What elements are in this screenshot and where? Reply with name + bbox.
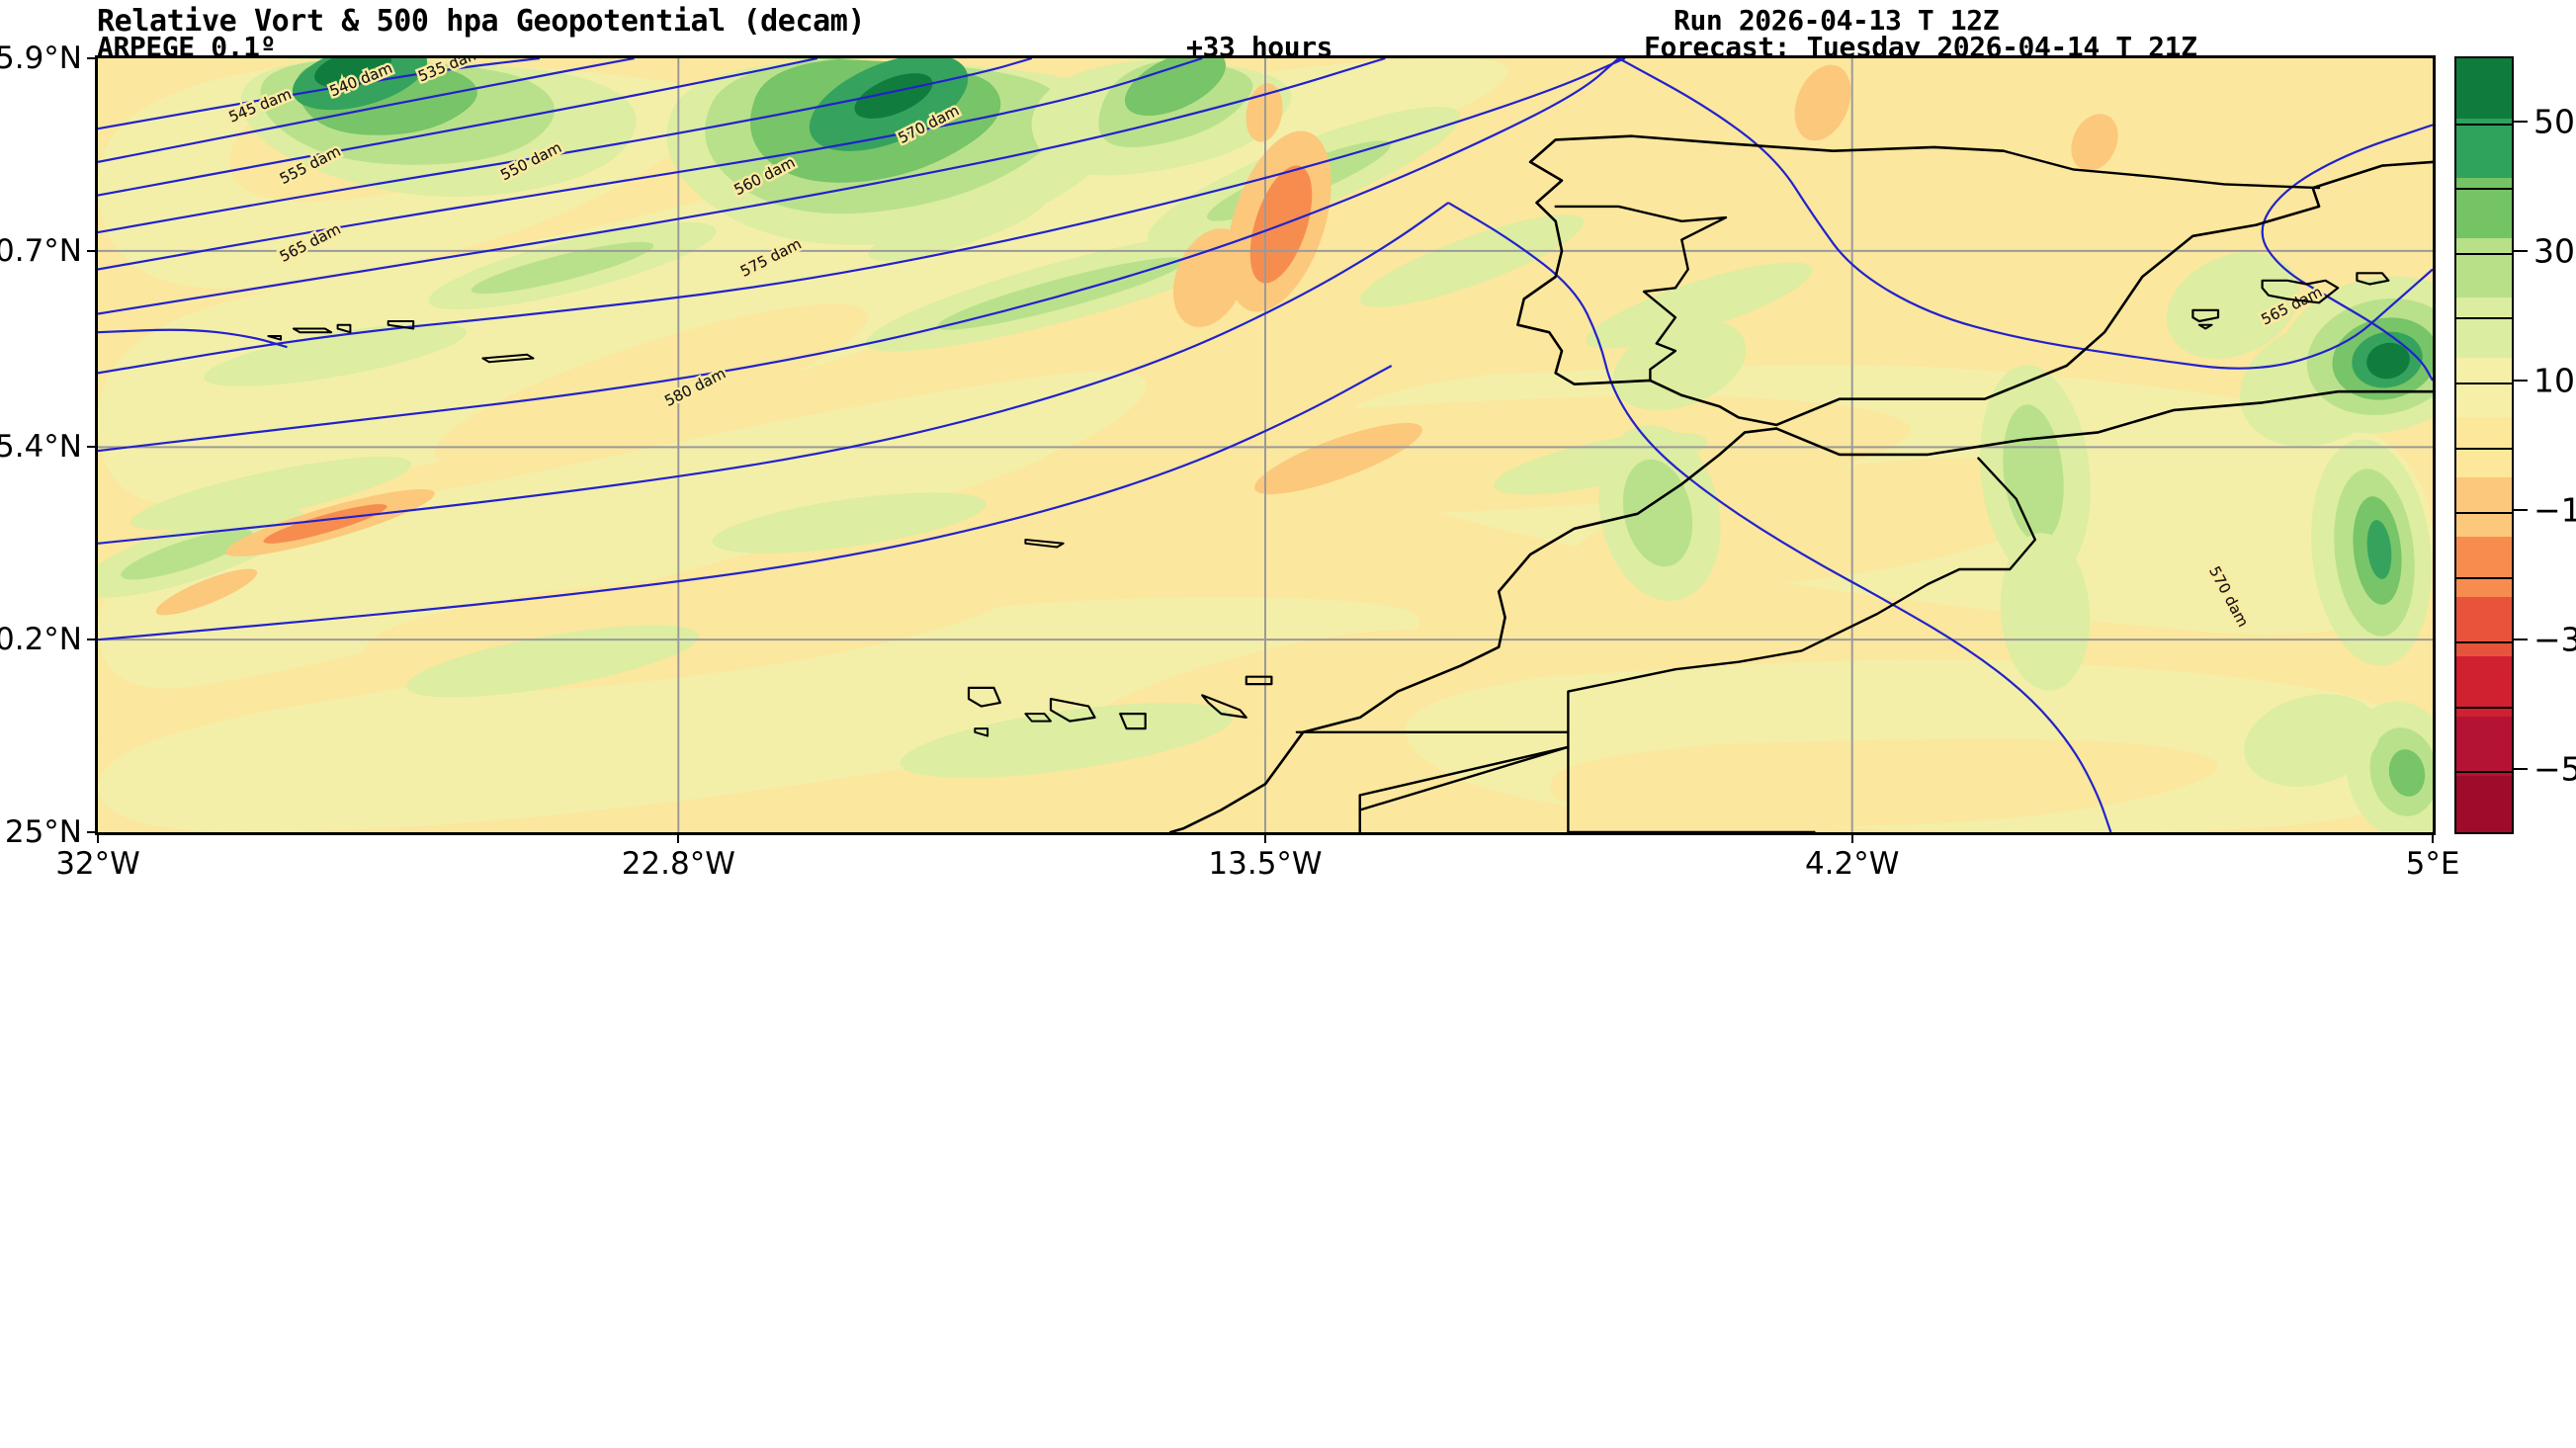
colorbar-tick-label: 50 bbox=[2533, 102, 2575, 141]
x-axis-tick bbox=[1850, 832, 1853, 843]
y-axis-tick-label: 35.4°N bbox=[0, 429, 82, 466]
colorbar-separator bbox=[2456, 641, 2512, 644]
y-axis-tick bbox=[87, 57, 98, 59]
colorbar-band bbox=[2456, 537, 2512, 597]
colorbar-band bbox=[2456, 776, 2512, 832]
x-axis-tick bbox=[1264, 832, 1266, 843]
colorbar-separator bbox=[2456, 123, 2512, 126]
colorbar-tick bbox=[2514, 768, 2528, 771]
colorbar-band bbox=[2456, 298, 2512, 358]
y-axis-tick bbox=[87, 639, 98, 641]
colorbar-band bbox=[2456, 58, 2512, 119]
y-axis-tick-label: 25°N bbox=[4, 814, 82, 850]
y-axis-tick bbox=[87, 249, 98, 252]
run-time-label: Run 2026-04-13 T 12Z bbox=[1674, 4, 2000, 37]
y-axis-tick bbox=[87, 831, 98, 833]
colorbar-tick bbox=[2514, 249, 2528, 252]
colorbar-band bbox=[2456, 656, 2512, 717]
colorbar-band bbox=[2456, 476, 2512, 538]
y-axis-tick bbox=[87, 446, 98, 449]
colorbar-separator bbox=[2456, 447, 2512, 450]
x-axis-tick-label: 4.2°W bbox=[1804, 846, 1900, 882]
colorbar-separator bbox=[2456, 512, 2512, 515]
colorbar-separator bbox=[2456, 706, 2512, 709]
colorbar-tick bbox=[2514, 379, 2528, 382]
colorbar-band bbox=[2456, 596, 2512, 657]
colorbar-band bbox=[2456, 357, 2512, 418]
x-axis-tick-label: 5°E bbox=[2405, 846, 2460, 882]
colorbar-tick-label: −10 bbox=[2533, 490, 2576, 530]
y-axis-tick-label: 40.7°N bbox=[0, 232, 82, 269]
colorbar bbox=[2454, 56, 2514, 834]
x-axis-tick bbox=[97, 832, 99, 843]
x-axis-tick-label: 22.8°W bbox=[621, 846, 735, 882]
colorbar-separator bbox=[2456, 252, 2512, 255]
colorbar-separator bbox=[2456, 576, 2512, 579]
x-axis-tick-label: 13.5°W bbox=[1208, 846, 1323, 882]
colorbar-separator bbox=[2456, 188, 2512, 191]
colorbar-separator bbox=[2456, 771, 2512, 774]
colorbar-separator bbox=[2456, 317, 2512, 320]
colorbar-tick-label: 10 bbox=[2533, 361, 2575, 400]
y-axis-tick-label: 30.2°N bbox=[0, 622, 82, 658]
colorbar-tick bbox=[2514, 639, 2528, 641]
colorbar-band bbox=[2456, 417, 2512, 477]
colorbar-separator bbox=[2456, 382, 2512, 384]
colorbar-tick bbox=[2514, 509, 2528, 512]
colorbar-tick-label: −50 bbox=[2533, 749, 2576, 789]
x-axis-tick bbox=[2432, 832, 2434, 843]
colorbar-band bbox=[2456, 237, 2512, 298]
colorbar-tick-label: 30 bbox=[2533, 231, 2575, 271]
colorbar-tick-label: −30 bbox=[2533, 620, 2576, 659]
page-title: Relative Vort & 500 hpa Geopotential (de… bbox=[97, 4, 866, 39]
coastlines-borders bbox=[267, 134, 2433, 832]
x-axis-tick-label: 32°W bbox=[55, 846, 140, 882]
y-axis-tick-label: 45.9°N bbox=[0, 41, 82, 76]
colorbar-band bbox=[2456, 716, 2512, 777]
map-plot-area: 535 dam 535 dam 540 dam 540 dam 545 dam 545 d… bbox=[95, 55, 2436, 835]
colorbar-band bbox=[2456, 178, 2512, 238]
colorbar-band bbox=[2456, 118, 2512, 179]
x-axis-tick bbox=[677, 832, 680, 843]
colorbar-tick bbox=[2514, 120, 2528, 123]
